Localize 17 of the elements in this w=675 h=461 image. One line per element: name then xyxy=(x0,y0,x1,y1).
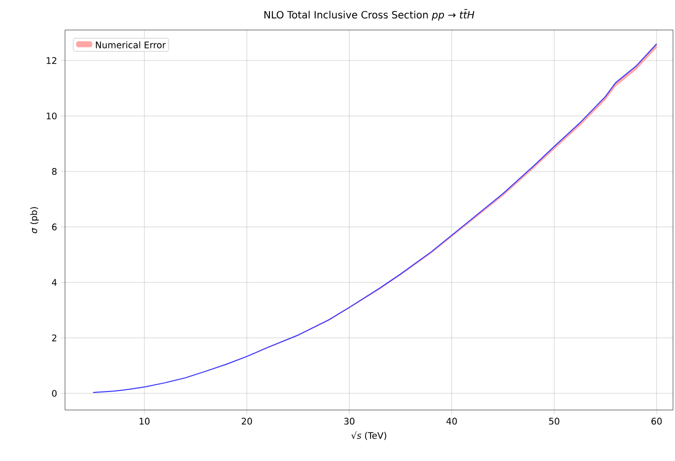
x-tick-label: 60 xyxy=(652,418,662,425)
y-tick-label: 10 xyxy=(46,112,57,120)
x-tick-label: 40 xyxy=(446,418,457,425)
x-tick-label: 50 xyxy=(549,418,560,425)
x-tick-label: 10 xyxy=(140,418,150,425)
x-axis-title: √s (TeV) xyxy=(351,431,386,440)
y-tick-label: 6 xyxy=(52,224,57,230)
y-tick-label: 4 xyxy=(52,279,57,286)
y-tick-label: 2 xyxy=(52,334,56,342)
chart-title: NLO Total Inclusive Cross Section pp → tt̄H xyxy=(264,9,474,20)
x-tick-label: 30 xyxy=(344,418,354,425)
x-tick-label: 20 xyxy=(242,418,252,425)
y-tick-label: 12 xyxy=(46,57,56,64)
y-tick-label: 0 xyxy=(52,390,57,397)
annotation: Numerical Error xyxy=(96,41,166,48)
y-tick-label: 8 xyxy=(52,168,57,175)
y-axis-title: σ (pb) xyxy=(30,207,39,234)
